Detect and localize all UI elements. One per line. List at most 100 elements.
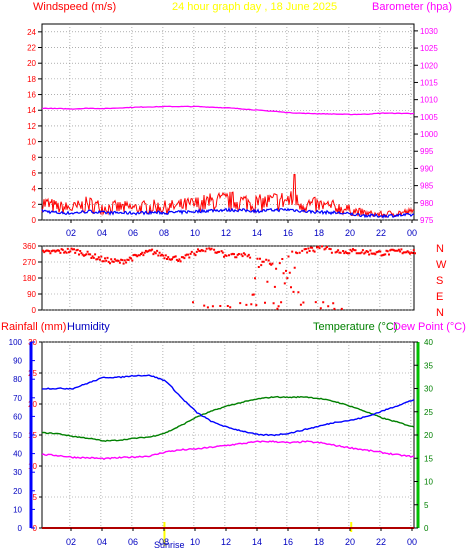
wind-tick-label: 8 bbox=[32, 153, 37, 162]
x-tick-label: 06 bbox=[128, 537, 138, 547]
humidity-tick-label: 60 bbox=[13, 412, 22, 421]
windspeed-axis-title: Windspeed (m/s) bbox=[33, 1, 116, 13]
humidity-tick-label: 10 bbox=[13, 505, 22, 514]
x-tick-label: 16 bbox=[283, 537, 293, 547]
baro-tick-label: 1010 bbox=[420, 96, 438, 105]
wind-tick-label: 22 bbox=[27, 44, 36, 53]
compass-label: N bbox=[436, 307, 444, 319]
humidity-tick-label: 0 bbox=[18, 524, 23, 533]
direction-tick-label: 180 bbox=[23, 274, 37, 283]
rain-tick-label: 25 bbox=[28, 369, 37, 378]
temperature-tick-label: 40 bbox=[424, 338, 433, 347]
rain-tick-label: 20 bbox=[28, 400, 37, 409]
x-tick-label: 06 bbox=[128, 228, 138, 238]
humidity-line bbox=[42, 374, 415, 437]
temperature-tick-label: 0 bbox=[424, 524, 429, 533]
compass-label: E bbox=[436, 291, 443, 303]
humidity-tick-label: 90 bbox=[13, 357, 22, 366]
baro-tick-label: 995 bbox=[420, 147, 434, 156]
baro-tick-label: 1025 bbox=[420, 44, 438, 53]
humidity-axis-title: Humidity bbox=[67, 321, 110, 333]
x-tick-label: 08 bbox=[159, 537, 169, 547]
x-tick-label: 22 bbox=[376, 228, 386, 238]
x-tick-label: 10 bbox=[190, 228, 200, 238]
rainfall-axis-title: Rainfall (mm) bbox=[1, 321, 66, 333]
humidity-tick-label: 30 bbox=[13, 468, 22, 477]
x-tick-label: 22 bbox=[376, 537, 386, 547]
wind-tick-label: 20 bbox=[27, 59, 36, 68]
x-tick-label: 10 bbox=[190, 537, 200, 547]
baro-tick-label: 1030 bbox=[420, 27, 438, 36]
x-tick-label: 18 bbox=[314, 228, 324, 238]
x-tick-label: 02 bbox=[66, 228, 76, 238]
chart-title: 24 hour graph day , 18 June 2025 bbox=[172, 1, 337, 13]
temperature-axis-title: Temperature (°C) bbox=[313, 321, 397, 333]
barometer-axis-title: Barometer (hpa) bbox=[372, 1, 452, 13]
baro-tick-label: 1005 bbox=[420, 113, 438, 122]
dewpoint-axis-title: Dew Point (°C) bbox=[393, 321, 466, 333]
humidity-tick-label: 20 bbox=[13, 487, 22, 496]
x-tick-label: 20 bbox=[345, 537, 355, 547]
barometer-line bbox=[41, 105, 415, 116]
rain-tick-label: 0 bbox=[33, 524, 38, 533]
baro-tick-label: 990 bbox=[420, 164, 434, 173]
temperature-tick-label: 5 bbox=[424, 501, 429, 510]
x-tick-label: 08 bbox=[159, 228, 169, 238]
dewpoint-line bbox=[41, 440, 415, 461]
baro-tick-label: 980 bbox=[420, 199, 434, 208]
compass-label: W bbox=[436, 259, 447, 271]
rain-tick-label: 5 bbox=[33, 493, 38, 502]
baro-tick-label: 975 bbox=[420, 216, 434, 225]
wind-tick-label: 10 bbox=[27, 138, 36, 147]
humidity-tick-label: 100 bbox=[9, 338, 23, 347]
wind-tick-label: 16 bbox=[27, 91, 36, 100]
direction-tick-label: 360 bbox=[23, 242, 37, 251]
temperature-tick-label: 20 bbox=[424, 431, 433, 440]
x-tick-label: 12 bbox=[221, 537, 231, 547]
direction-tick-label: 0 bbox=[32, 306, 37, 315]
humidity-tick-label: 70 bbox=[13, 394, 22, 403]
temperature-tick-label: 30 bbox=[424, 385, 433, 394]
x-tick-label: 04 bbox=[97, 537, 107, 547]
humidity-tick-label: 50 bbox=[13, 431, 22, 440]
baro-tick-label: 1015 bbox=[420, 78, 438, 87]
wind-tick-label: 18 bbox=[27, 75, 36, 84]
wind-tick-label: 24 bbox=[27, 28, 36, 37]
humidity-tick-label: 80 bbox=[13, 375, 22, 384]
x-tick-label: 14 bbox=[252, 228, 262, 238]
wind-tick-label: 6 bbox=[32, 169, 37, 178]
direction-tick-label: 270 bbox=[23, 258, 37, 267]
temperature-line bbox=[41, 395, 415, 443]
compass-label: N bbox=[436, 243, 444, 255]
temperature-tick-label: 15 bbox=[424, 454, 433, 463]
x-tick-label: 00 bbox=[407, 537, 417, 547]
x-tick-label: 20 bbox=[345, 228, 355, 238]
x-tick-label: 04 bbox=[97, 228, 107, 238]
rain-tick-label: 10 bbox=[28, 462, 37, 471]
humidity-tick-label: 40 bbox=[13, 450, 22, 459]
sunrise-label: Sunrise bbox=[154, 540, 185, 550]
baro-tick-label: 1000 bbox=[420, 130, 438, 139]
direction-tick-label: 90 bbox=[27, 290, 36, 299]
temperature-tick-label: 25 bbox=[424, 408, 433, 417]
wind-average-line bbox=[41, 206, 415, 219]
temperature-tick-label: 10 bbox=[424, 478, 433, 487]
x-tick-label: 18 bbox=[314, 537, 324, 547]
x-tick-label: 00 bbox=[407, 228, 417, 238]
x-tick-label: 14 bbox=[252, 537, 262, 547]
temperature-tick-label: 35 bbox=[424, 361, 433, 370]
wind-plot-frame bbox=[41, 23, 415, 221]
baro-tick-label: 985 bbox=[420, 182, 434, 191]
wind-tick-label: 0 bbox=[32, 216, 37, 225]
compass-label: S bbox=[436, 275, 443, 287]
wind-tick-label: 4 bbox=[32, 185, 37, 194]
x-tick-label: 16 bbox=[283, 228, 293, 238]
baro-tick-label: 1020 bbox=[420, 61, 438, 70]
wind-direction-points bbox=[42, 245, 416, 310]
x-tick-label: 02 bbox=[66, 537, 76, 547]
wind-tick-label: 12 bbox=[27, 122, 36, 131]
wind-tick-label: 2 bbox=[32, 200, 37, 209]
x-tick-label: 12 bbox=[221, 228, 231, 238]
wind-tick-label: 14 bbox=[27, 106, 36, 115]
